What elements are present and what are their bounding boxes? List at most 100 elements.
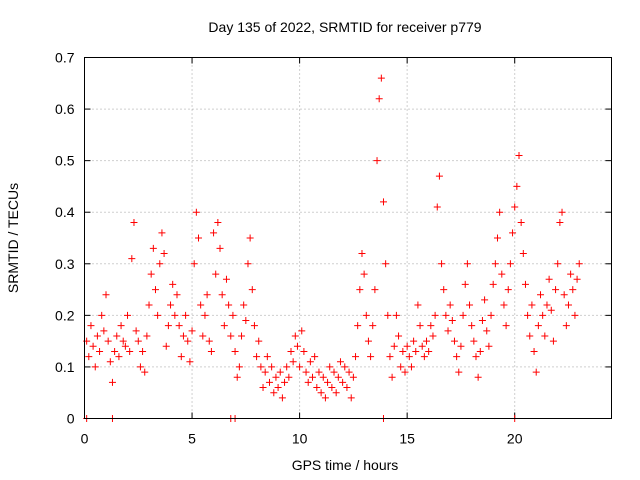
- data-point: [547, 306, 555, 314]
- data-point: [257, 363, 265, 371]
- data-point: [270, 389, 278, 397]
- data-point: [530, 347, 538, 355]
- data-point: [115, 353, 123, 361]
- data-point: [564, 301, 572, 309]
- data-point: [478, 317, 486, 325]
- y-tick-label: 0.4: [55, 204, 75, 220]
- data-point: [390, 342, 398, 350]
- y-tick-labels: 0 0.1 0.2 0.3 0.4 0.5 0.6 0.7: [55, 50, 75, 427]
- data-point: [336, 358, 344, 366]
- y-tick-label: 0.5: [55, 153, 75, 169]
- data-point: [313, 384, 321, 392]
- data-point: [407, 363, 415, 371]
- data-point: [111, 347, 119, 355]
- data-point: [502, 322, 510, 330]
- data-point: [119, 337, 127, 345]
- data-point: [214, 219, 222, 227]
- data-point: [317, 389, 325, 397]
- data-point: [255, 337, 263, 345]
- data-point: [265, 378, 273, 386]
- data-point: [440, 286, 448, 294]
- data-point: [306, 358, 314, 366]
- data-point: [171, 311, 179, 319]
- data-point: [375, 95, 383, 103]
- data-point: [222, 275, 230, 283]
- data-point: [263, 353, 271, 361]
- data-point: [207, 347, 215, 355]
- data-point: [537, 291, 545, 299]
- data-point: [141, 368, 149, 376]
- data-point: [418, 342, 426, 350]
- data-point: [268, 363, 276, 371]
- data-point: [300, 347, 308, 355]
- data-point: [414, 301, 422, 309]
- data-point: [435, 172, 443, 180]
- data-point: [352, 353, 360, 361]
- data-point: [231, 347, 239, 355]
- data-point: [175, 322, 183, 330]
- data-point: [433, 203, 441, 211]
- data-point: [190, 260, 198, 268]
- data-point: [192, 208, 200, 216]
- y-tick-label: 0.2: [55, 307, 75, 323]
- data-point: [519, 249, 527, 257]
- data-point: [354, 322, 362, 330]
- data-point: [388, 373, 396, 381]
- data-point: [319, 373, 327, 381]
- data-point: [373, 157, 381, 165]
- data-point: [143, 332, 151, 340]
- data-point: [315, 368, 323, 376]
- data-point: [274, 384, 282, 392]
- data-point: [554, 260, 562, 268]
- data-point: [558, 208, 566, 216]
- data-point: [485, 342, 493, 350]
- data-point: [569, 286, 577, 294]
- data-point: [347, 394, 355, 402]
- data-point: [184, 337, 192, 345]
- data-point: [201, 311, 209, 319]
- data-point: [147, 270, 155, 278]
- data-point: [379, 198, 387, 206]
- x-tick-label: 0: [81, 431, 89, 447]
- data-point: [220, 322, 228, 330]
- data-point: [330, 368, 338, 376]
- data-point: [156, 260, 164, 268]
- data-point: [534, 322, 542, 330]
- data-point: [281, 378, 289, 386]
- y-tick-label: 0.3: [55, 256, 75, 272]
- data-point: [412, 347, 420, 355]
- data-point: [358, 249, 366, 257]
- data-point: [321, 394, 329, 402]
- data-point: [399, 347, 407, 355]
- data-point: [238, 332, 246, 340]
- data-point: [167, 301, 175, 309]
- data-point: [403, 342, 411, 350]
- x-tick-label: 20: [507, 431, 523, 447]
- data-point: [567, 270, 575, 278]
- data-point: [431, 311, 439, 319]
- data-point: [289, 358, 297, 366]
- data-point: [117, 322, 125, 330]
- data-point: [182, 311, 190, 319]
- data-point: [459, 311, 467, 319]
- data-point: [151, 286, 159, 294]
- data-point: [250, 322, 258, 330]
- data-point: [334, 373, 342, 381]
- data-point: [102, 291, 110, 299]
- data-point: [543, 301, 551, 309]
- data-point: [154, 311, 162, 319]
- data-point: [345, 368, 353, 376]
- data-point: [509, 229, 517, 237]
- data-point: [382, 260, 390, 268]
- data-point: [356, 286, 364, 294]
- data-point: [466, 301, 474, 309]
- data-point: [85, 353, 93, 361]
- x-tick-label: 15: [399, 431, 415, 447]
- data-point: [489, 280, 497, 288]
- data-point: [513, 182, 521, 190]
- data-point: [126, 347, 134, 355]
- data-point: [511, 203, 519, 211]
- data-point: [416, 322, 424, 330]
- data-point: [500, 301, 508, 309]
- data-point: [517, 219, 525, 227]
